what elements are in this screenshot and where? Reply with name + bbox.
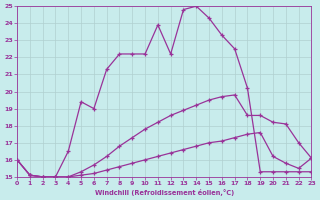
X-axis label: Windchill (Refroidissement éolien,°C): Windchill (Refroidissement éolien,°C): [95, 189, 234, 196]
